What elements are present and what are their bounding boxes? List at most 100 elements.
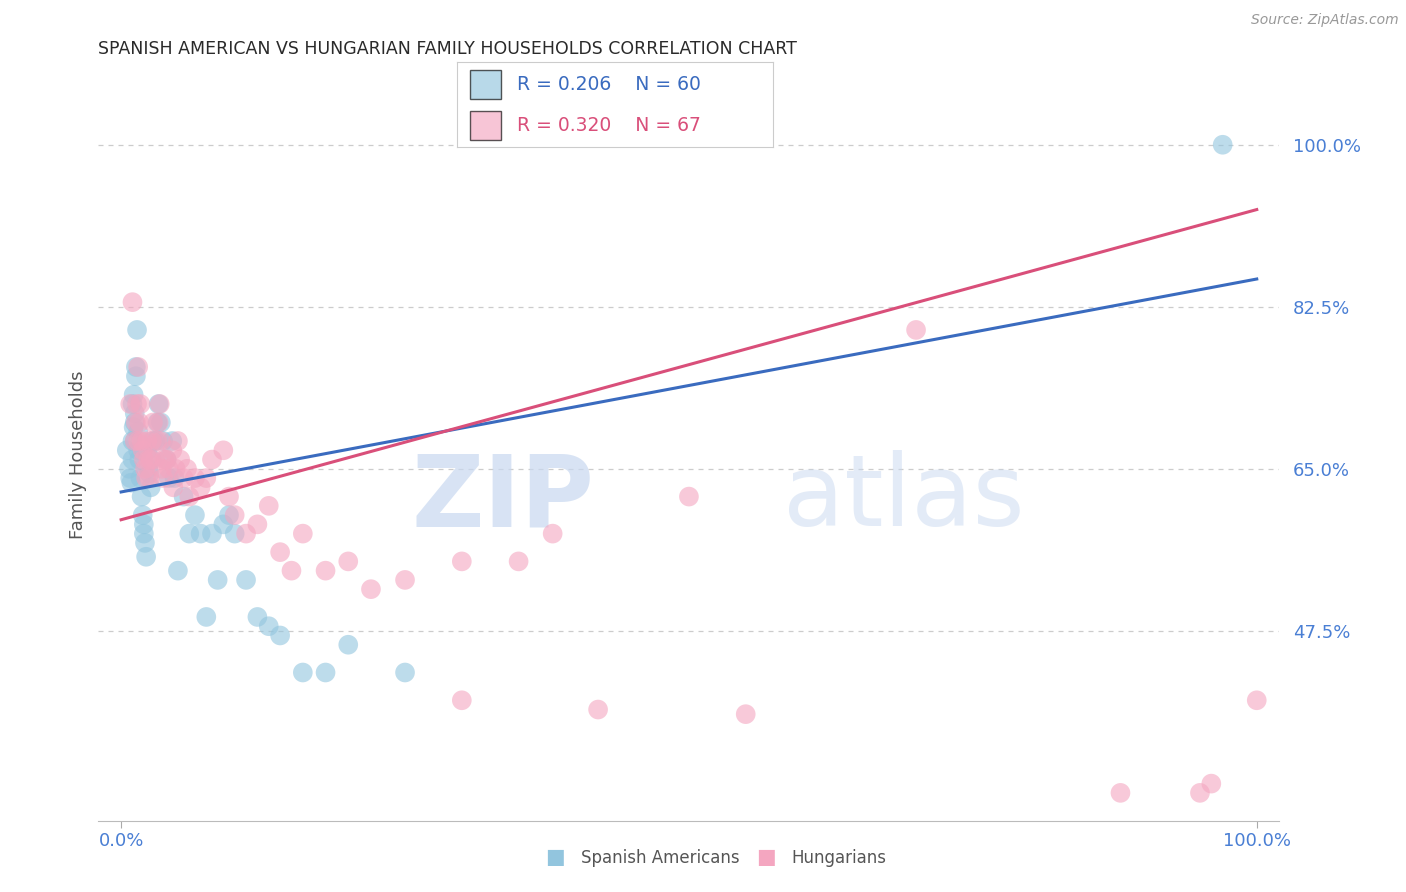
Point <box>125 416 148 430</box>
Point <box>125 369 148 384</box>
Point <box>541 526 564 541</box>
Point <box>124 434 146 448</box>
Point <box>121 452 143 467</box>
Point <box>135 549 157 564</box>
Point <box>132 443 155 458</box>
Point <box>135 471 157 485</box>
Point <box>150 462 173 476</box>
Point <box>149 397 172 411</box>
Point <box>184 471 207 485</box>
Point <box>257 619 280 633</box>
Point <box>212 517 235 532</box>
Point <box>257 499 280 513</box>
Point <box>163 471 186 485</box>
Point <box>337 638 360 652</box>
Point <box>120 397 142 411</box>
Point <box>162 434 183 448</box>
Text: Source: ZipAtlas.com: Source: ZipAtlas.com <box>1251 13 1399 28</box>
Point <box>179 490 201 504</box>
Point <box>586 702 609 716</box>
Point <box>167 564 190 578</box>
Point <box>134 536 156 550</box>
Point <box>128 416 150 430</box>
Point <box>167 434 190 448</box>
Point <box>152 434 174 448</box>
Point <box>155 452 177 467</box>
Point <box>184 508 207 522</box>
Point <box>155 452 177 467</box>
Point <box>142 434 165 448</box>
Point <box>131 490 153 504</box>
Point <box>136 434 159 448</box>
Point <box>201 526 224 541</box>
Point <box>149 434 172 448</box>
Text: atlas: atlas <box>783 450 1025 548</box>
Point <box>125 323 148 337</box>
Point <box>315 564 337 578</box>
Point <box>246 517 269 532</box>
Point <box>124 416 146 430</box>
Text: ■: ■ <box>756 847 776 867</box>
Point <box>141 434 163 448</box>
Point <box>218 490 240 504</box>
Point <box>450 693 472 707</box>
Point <box>218 508 240 522</box>
Point <box>138 452 160 467</box>
Point <box>146 434 169 448</box>
Point <box>224 526 246 541</box>
Text: Spanish Americans: Spanish Americans <box>581 849 740 867</box>
Point <box>131 434 153 448</box>
Point <box>142 416 165 430</box>
Point <box>138 471 160 485</box>
Point <box>291 665 314 680</box>
FancyBboxPatch shape <box>470 111 502 139</box>
Point <box>360 582 382 597</box>
Point <box>207 573 229 587</box>
Point <box>127 359 149 374</box>
Point <box>280 564 302 578</box>
Point <box>291 526 314 541</box>
Point <box>212 443 235 458</box>
Point <box>190 526 212 541</box>
Point <box>1201 776 1223 790</box>
Point <box>132 452 155 467</box>
Point <box>115 443 138 458</box>
Point <box>124 434 146 448</box>
Point <box>148 397 170 411</box>
Point <box>162 443 183 458</box>
FancyBboxPatch shape <box>470 70 502 99</box>
Point <box>136 443 159 458</box>
Point <box>120 475 142 490</box>
Point <box>394 665 416 680</box>
Point <box>508 554 530 568</box>
Point <box>269 628 291 642</box>
Point <box>315 665 337 680</box>
Point <box>132 508 155 522</box>
Point <box>124 406 146 420</box>
Text: R = 0.320    N = 67: R = 0.320 N = 67 <box>517 116 702 135</box>
Point <box>122 420 145 434</box>
Point <box>337 554 360 568</box>
Point <box>173 471 195 485</box>
Point <box>394 573 416 587</box>
Point <box>143 452 166 467</box>
Point <box>138 467 160 481</box>
Point <box>235 573 257 587</box>
Text: SPANISH AMERICAN VS HUNGARIAN FAMILY HOUSEHOLDS CORRELATION CHART: SPANISH AMERICAN VS HUNGARIAN FAMILY HOU… <box>98 40 797 58</box>
Point <box>1212 137 1234 152</box>
Point <box>269 545 291 559</box>
Text: ZIP: ZIP <box>412 450 595 548</box>
Point <box>134 462 156 476</box>
Point <box>132 517 155 532</box>
Point <box>127 434 149 448</box>
Point <box>139 452 162 467</box>
Point <box>141 452 163 467</box>
Point <box>153 452 176 467</box>
Point <box>173 490 195 504</box>
Point <box>121 397 143 411</box>
Point <box>195 610 218 624</box>
Point <box>122 388 145 402</box>
Point <box>190 480 212 494</box>
Point <box>138 462 160 476</box>
Point <box>129 397 152 411</box>
